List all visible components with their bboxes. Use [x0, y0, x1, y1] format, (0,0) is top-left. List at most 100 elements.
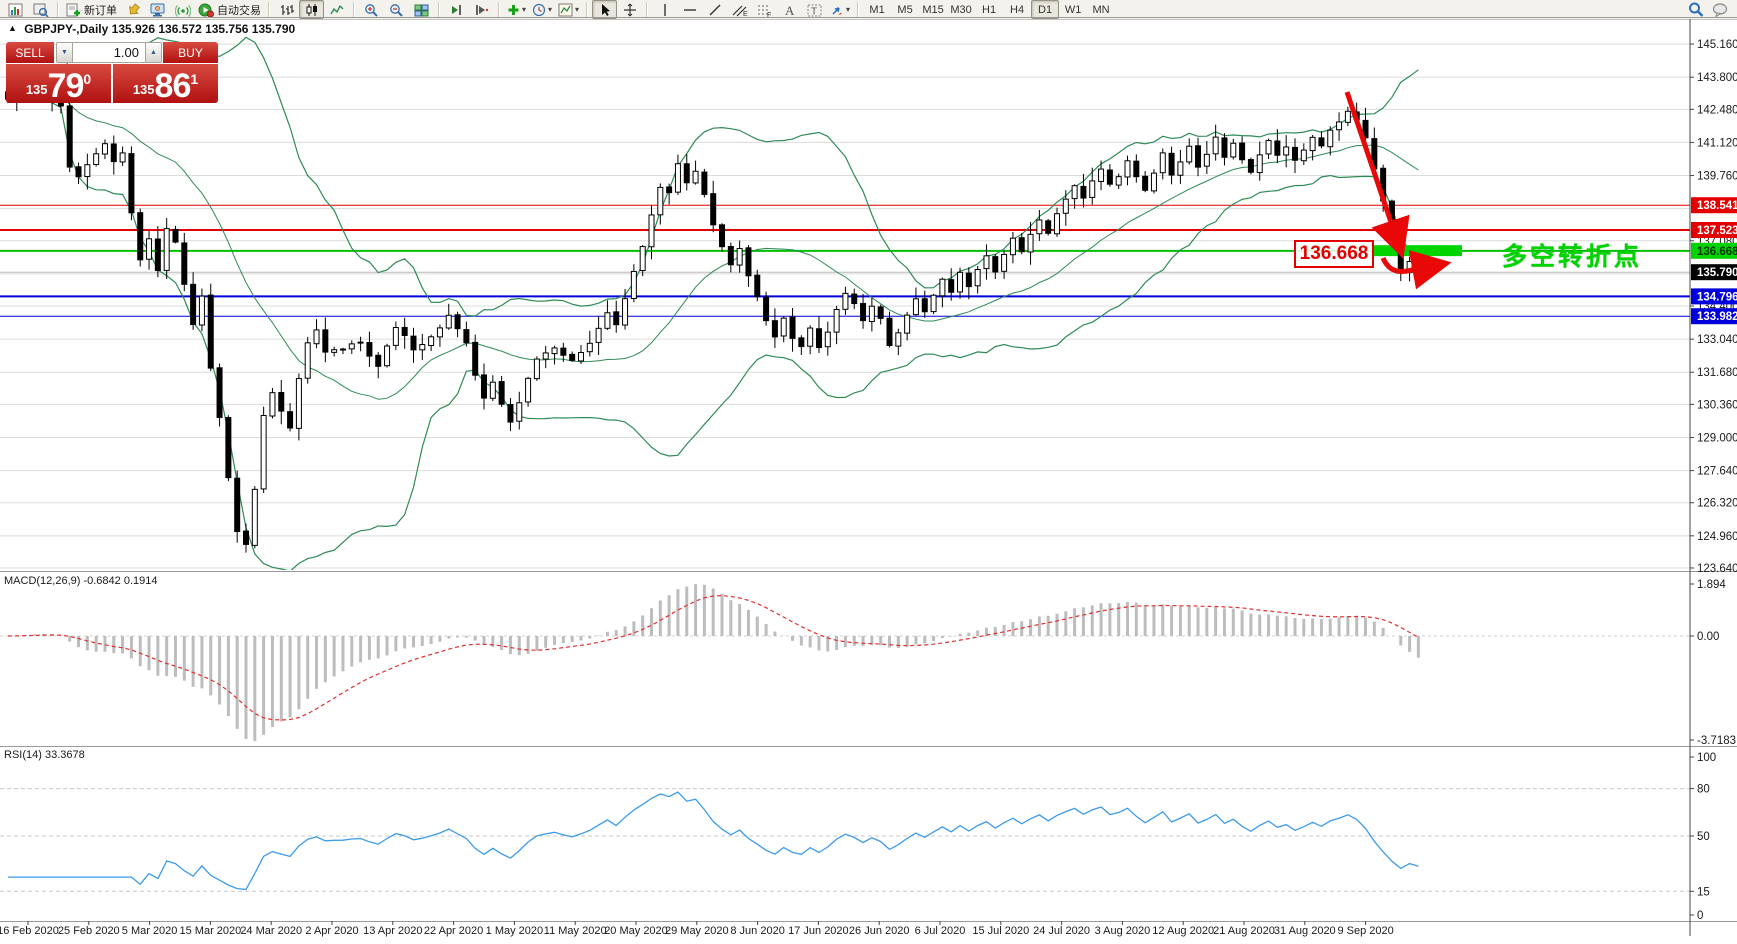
label-tool-button[interactable]: T — [802, 0, 827, 19]
volume-decrement-button[interactable]: ▼ — [56, 42, 73, 63]
macd-axis-label: 1.894 — [1697, 579, 1726, 591]
date-axis-label: 6 Jul 2020 — [915, 925, 966, 937]
buy-quote-button[interactable]: 135 86 1 — [113, 64, 218, 103]
timeframe-button-W1[interactable]: W1 — [1064, 3, 1082, 16]
vline-tool-button[interactable] — [652, 0, 677, 19]
trend-arrow-hook — [1380, 250, 1452, 290]
sell-price-small: 135 — [25, 82, 48, 97]
timeframe-button-MN[interactable]: MN — [1092, 3, 1110, 16]
price-axis-label: 143.800 — [1697, 72, 1737, 84]
date-axis-label: 16 Feb 2020 — [0, 925, 59, 937]
sell-quote-button[interactable]: 135 79 0 — [6, 64, 111, 103]
svg-text:E: E — [743, 11, 748, 17]
chart-shift-icon — [476, 4, 489, 15]
new-order-label: 新订单 — [84, 4, 117, 17]
autotrade-button[interactable]: 自动交易 — [195, 0, 264, 19]
hline-tool-button[interactable] — [677, 0, 702, 19]
chart-title: ▲ GBPJPY-,Daily 135.926 136.572 135.756 … — [8, 22, 295, 36]
profiles-button[interactable] — [28, 0, 53, 19]
date-axis-label: 26 Jun 2020 — [849, 925, 910, 937]
chat-bubble-icon — [1712, 3, 1728, 17]
date-axis-label: 31 Aug 2020 — [1274, 925, 1336, 937]
date-axis-label: 20 May 2020 — [604, 925, 668, 937]
bar-chart-type-button[interactable] — [274, 0, 299, 19]
arrows-tool-button[interactable]: ▾ — [827, 0, 853, 19]
candlestick-type-button[interactable] — [299, 0, 324, 19]
trendline-icon — [709, 4, 721, 15]
turning-point-price-tag[interactable]: 136.668 — [1294, 240, 1374, 268]
price-axis-label: 124.960 — [1697, 531, 1737, 543]
channel-tool-button[interactable]: E — [727, 0, 752, 19]
tile-windows-button[interactable] — [409, 0, 434, 19]
price-badge-text: 137.523 — [1697, 225, 1737, 237]
timeframe-button-H1[interactable]: H1 — [982, 3, 997, 16]
price-badge-135.790 — [1691, 264, 1737, 281]
buy-button[interactable]: BUY — [163, 42, 218, 63]
history-button[interactable] — [120, 0, 145, 19]
timeframe-button-M5[interactable]: M5 — [897, 3, 913, 16]
new-chart-button[interactable] — [3, 0, 28, 19]
add-indicator-button[interactable]: ▾ — [504, 0, 529, 19]
date-axis-label: 25 Feb 2020 — [58, 925, 120, 937]
equidistant-channel-icon: E — [732, 5, 748, 17]
turning-point-zone[interactable] — [1372, 245, 1462, 257]
price-axis-label: 127.640 — [1697, 466, 1737, 478]
timeframe-button-M30[interactable]: M30 — [950, 3, 972, 16]
rsi-axis-label: 80 — [1697, 784, 1710, 796]
signals-icon — [174, 4, 191, 17]
search-icon — [1688, 2, 1703, 17]
new-order-button[interactable]: 新订单 — [63, 0, 120, 19]
chat-button[interactable] — [1708, 0, 1733, 19]
chart-preview-icon — [33, 3, 49, 17]
rsi-label: RSI(14) 33.3678 — [4, 749, 85, 761]
signals-button[interactable] — [170, 0, 195, 19]
fibonacci-tool-button[interactable]: F — [752, 0, 777, 19]
cursor-tool-button[interactable] — [592, 0, 618, 19]
price-axis-label: 123.640 — [1697, 563, 1737, 575]
price-badge-text: 135.790 — [1697, 267, 1737, 279]
macd-axis-label: 0.00 — [1697, 631, 1719, 643]
volume-input[interactable]: 1.00 — [73, 42, 145, 63]
templates-button[interactable]: ▾ — [555, 0, 582, 19]
volume-increment-button[interactable]: ▲ — [145, 42, 162, 63]
periods-button[interactable]: ▾ — [529, 0, 555, 19]
timeframe-button-M1[interactable]: M1 — [869, 3, 885, 16]
vertical-line-icon — [663, 3, 666, 16]
date-axis-label: 24 Mar 2020 — [240, 925, 302, 937]
crosshair-tool-button[interactable] — [617, 0, 642, 19]
turning-point-note[interactable]: 多空转折点 — [1502, 243, 1643, 271]
timeframe-button-M15[interactable]: M15 — [922, 3, 944, 16]
rsi-axis-label: 50 — [1697, 831, 1710, 843]
macd-label: MACD(12,26,9) -0.6842 0.1914 — [4, 575, 158, 587]
terminal-button[interactable] — [145, 0, 170, 19]
support-zone-rect[interactable] — [1372, 245, 1462, 257]
price-badge-text: 138.541 — [1697, 200, 1737, 212]
chart-shift-button[interactable] — [469, 0, 494, 19]
monitor-icon — [150, 3, 164, 16]
bb-lower — [7, 98, 1419, 570]
rsi-pane — [0, 788, 1690, 892]
sell-price-sup: 0 — [83, 71, 92, 87]
zoom-out-button[interactable] — [384, 0, 409, 19]
trendline-tool-button[interactable] — [702, 0, 727, 19]
price-badge-text: 134.796 — [1697, 291, 1737, 303]
timeframe-button-D1[interactable]: D1 — [1031, 0, 1060, 19]
svg-text:A: A — [785, 3, 795, 17]
collapse-panel-icon[interactable]: ▲ — [8, 23, 17, 33]
auto-scroll-icon — [452, 4, 461, 15]
zoom-in-button[interactable] — [359, 0, 384, 19]
sell-button[interactable]: SELL — [6, 42, 54, 63]
candlesticks — [5, 74, 1422, 553]
text-label-icon: T — [807, 4, 822, 17]
trend-arrow[interactable] — [1344, 91, 1452, 290]
buy-price-big: 86 — [154, 67, 192, 105]
text-tool-button[interactable]: A — [777, 0, 802, 19]
price-axis-label: 141.120 — [1697, 137, 1737, 149]
auto-scroll-button[interactable] — [444, 0, 469, 19]
timeframe-button-H4[interactable]: H4 — [1010, 3, 1025, 16]
search-button[interactable] — [1683, 0, 1708, 19]
price-axis-label: 130.360 — [1697, 399, 1737, 411]
line-chart-type-button[interactable] — [324, 0, 349, 19]
